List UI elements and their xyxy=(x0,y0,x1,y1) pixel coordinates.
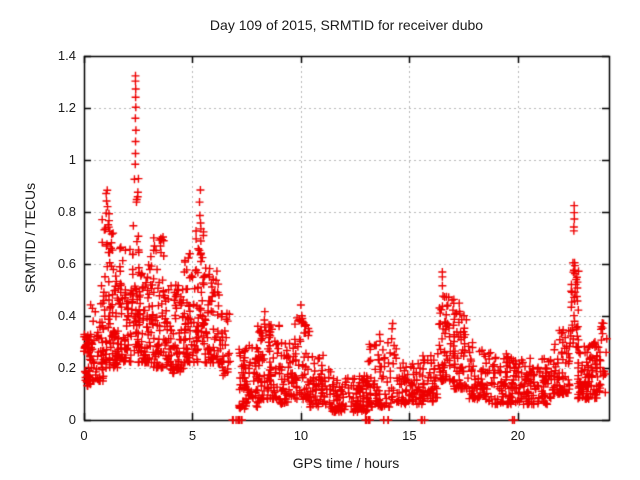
y-tick-label: 1.4 xyxy=(57,48,76,63)
x-tick-label: 5 xyxy=(188,428,197,443)
y-tick-label: 0.8 xyxy=(57,204,76,219)
y-tick-label: 0.4 xyxy=(57,308,76,323)
y-tick-label: 0 xyxy=(68,412,76,427)
x-axis-label: GPS time / hours xyxy=(292,455,400,471)
y-axis-label: SRMTID / TECUs xyxy=(22,182,38,294)
y-tick-label: 0.2 xyxy=(57,360,76,375)
x-tick-label: 15 xyxy=(402,428,417,443)
y-tick-label: 0.6 xyxy=(57,256,76,271)
x-tick-label: 10 xyxy=(293,428,309,443)
y-tick-label: 1.2 xyxy=(57,100,76,115)
x-tick-label: 20 xyxy=(510,428,526,443)
chart-title: Day 109 of 2015, SRMTID for receiver dub… xyxy=(209,17,484,33)
y-tick-label: 1 xyxy=(68,152,76,167)
x-tick-label: 0 xyxy=(80,428,88,443)
